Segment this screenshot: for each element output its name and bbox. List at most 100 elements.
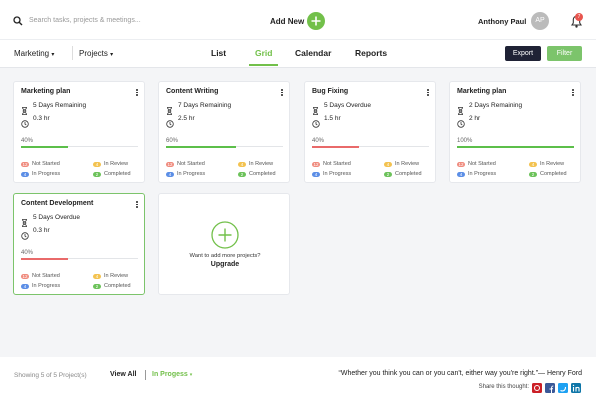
clock-icon	[457, 115, 465, 133]
project-card[interactable]: Bug Fixing 5 Days Overdue 1.5 hr 40% 12 Not S…	[304, 81, 436, 183]
menu-dot	[427, 89, 429, 91]
project-hours: 0.3 hr	[33, 115, 50, 122]
projects-menu[interactable]: Projects ▾	[79, 49, 114, 58]
status-label: Not Started	[177, 161, 205, 167]
clock-icon	[166, 115, 174, 133]
project-hours: 2 hr	[469, 115, 481, 122]
view-tab[interactable]: Grid	[255, 48, 273, 58]
status-label: Completed	[540, 171, 567, 177]
progress-label: 40%	[21, 138, 34, 144]
progress-bar	[21, 145, 68, 148]
menu-dot	[281, 94, 283, 96]
project-title: Content Writing	[166, 88, 219, 95]
progress-track	[166, 145, 283, 148]
status-label: In Review	[395, 161, 420, 167]
progress-label: 60%	[166, 138, 179, 144]
status-label: In Progress	[32, 283, 61, 289]
view-all-link[interactable]: View All	[110, 371, 137, 378]
status-filter-label: In Progess	[152, 371, 188, 378]
view-tab[interactable]: List	[211, 48, 227, 58]
status-label: Completed	[104, 171, 131, 177]
status-count: 12	[457, 161, 465, 167]
status-label: In Progress	[323, 171, 352, 177]
status-count: 12	[312, 161, 320, 167]
user-name[interactable]: Anthony Paul	[478, 17, 527, 26]
status-label: In Review	[540, 161, 565, 167]
progress-label: 100%	[457, 138, 473, 144]
progress-track	[312, 145, 429, 148]
menu-dot	[427, 94, 429, 96]
progress-track	[21, 145, 138, 148]
project-hours: 1.5 hr	[324, 115, 341, 122]
clock-icon	[21, 115, 29, 133]
project-count: Showing 5 of 5 Project(s)	[14, 372, 87, 379]
menu-dot	[136, 203, 138, 206]
clock-icon	[21, 227, 29, 245]
search-input[interactable]: Search tasks, projects & meetings...	[29, 17, 141, 24]
status-label: Completed	[249, 171, 276, 177]
add-new-label[interactable]: Add New	[270, 17, 305, 26]
twitter-share[interactable]	[558, 383, 568, 393]
status-count: 4	[238, 161, 246, 167]
status-label: Completed	[395, 171, 422, 177]
upgrade-link[interactable]: Upgrade	[210, 261, 240, 268]
facebook-share[interactable]	[545, 383, 555, 393]
status-count: 4	[166, 171, 174, 177]
project-card[interactable]: Content Development 5 Days Overdue 0.3 hr 4…	[13, 193, 145, 295]
project-deadline: 5 Days Overdue	[33, 214, 80, 221]
filter-button[interactable]: Filter	[547, 46, 582, 61]
menu-dot	[281, 91, 283, 94]
add-project-prompt: Want to add more projects?	[189, 253, 261, 259]
status-label: In Review	[104, 273, 129, 279]
hourglass-icon	[21, 102, 28, 120]
project-title: Bug Fixing	[312, 88, 349, 95]
clock-icon	[312, 115, 320, 133]
project-deadline: 5 Days Remaining	[33, 102, 87, 109]
active-tab-underline	[249, 64, 279, 66]
status-count: 12	[21, 161, 29, 167]
status-count: 12	[21, 273, 29, 279]
notification-badge: 7	[575, 13, 583, 21]
menu-dot	[281, 89, 283, 91]
share-label: Share this thought:	[478, 384, 529, 390]
user-avatar[interactable]: AP	[531, 12, 549, 30]
menu-dot	[572, 94, 574, 96]
progress-track	[21, 257, 138, 260]
status-label: In Review	[104, 161, 129, 167]
view-tab[interactable]: Calendar	[295, 48, 332, 58]
workspace-label: Marketing	[14, 49, 50, 58]
progress-bar	[166, 145, 237, 148]
project-title: Marketing plan	[21, 88, 71, 95]
social-share	[532, 383, 581, 393]
project-card[interactable]: Marketing plan 5 Days Remaining 0.3 hr 40% 1…	[13, 81, 145, 183]
status-label: In Progress	[468, 171, 497, 177]
menu-dot	[572, 91, 574, 94]
status-count: 4	[93, 161, 101, 167]
project-card[interactable]: Marketing plan 2 Days Remaining 2 hr 100% 12…	[449, 81, 581, 183]
status-label: Not Started	[323, 161, 351, 167]
hourglass-icon	[166, 102, 173, 120]
progress-label: 40%	[21, 250, 34, 256]
add-new-button[interactable]	[307, 12, 325, 30]
status-filter[interactable]: In Progess ▾	[152, 371, 193, 378]
view-tab[interactable]: Reports	[355, 48, 388, 58]
pinterest-share[interactable]	[532, 383, 542, 393]
hourglass-icon	[312, 102, 319, 120]
status-count: 2	[238, 171, 246, 177]
workspace-menu[interactable]: Marketing ▾	[14, 49, 55, 58]
menu-dot	[572, 89, 574, 91]
export-button[interactable]: Export	[505, 46, 541, 61]
project-card[interactable]: Content Writing 7 Days Remaining 2.5 hr 60%…	[158, 81, 290, 183]
status-count: 4	[21, 283, 29, 289]
status-label: In Progress	[32, 171, 61, 177]
status-label: Not Started	[468, 161, 496, 167]
quote: “Whether you think you can or you can't,…	[338, 370, 583, 377]
project-deadline: 5 Days Overdue	[324, 102, 371, 109]
status-label: Not Started	[32, 273, 60, 279]
status-label: Not Started	[32, 161, 60, 167]
menu-dot	[136, 91, 138, 94]
status-count: 2	[93, 171, 101, 177]
status-count: 4	[384, 161, 392, 167]
add-project-icon[interactable]	[211, 221, 239, 249]
menu-dot	[427, 91, 429, 94]
